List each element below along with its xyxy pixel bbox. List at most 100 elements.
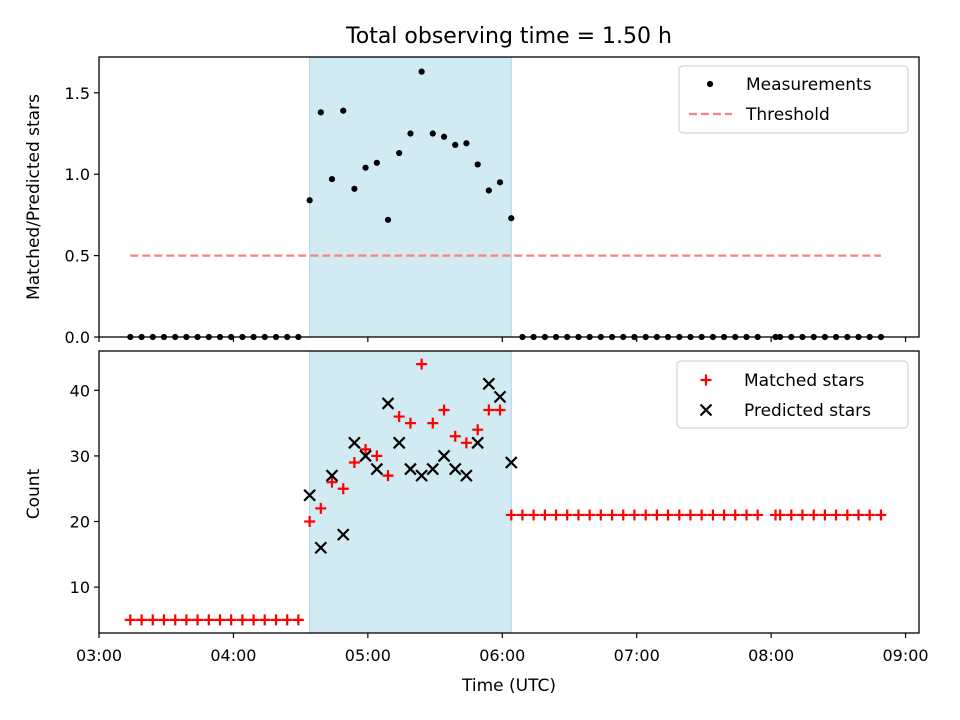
measurement-point (373, 159, 380, 166)
panel2-ytick-label: 40 (70, 381, 90, 400)
matched-star-point (774, 509, 786, 521)
matched-star-point (718, 509, 730, 521)
panel1-ytick-label: 0.0 (65, 328, 90, 347)
panel2-ytick-label: 20 (70, 513, 90, 532)
matched-star-point (449, 430, 461, 442)
matched-star-point (628, 509, 640, 521)
matched-star-point (337, 483, 349, 495)
predicted-star-point (381, 397, 395, 410)
matched-star-point (259, 614, 271, 626)
predicted-star-point (482, 377, 496, 391)
matched-star-point (248, 614, 260, 626)
matched-star-point (416, 358, 428, 370)
matched-star-point (236, 614, 248, 626)
matched-star-point (136, 614, 148, 626)
matched-star-point (841, 509, 853, 521)
matched-star-point (729, 509, 741, 521)
matched-star-point (315, 502, 327, 514)
panel1-frame (98, 56, 920, 338)
predicted-star-point (404, 462, 417, 476)
measurement-point (362, 164, 369, 171)
matched-star-point (539, 509, 551, 521)
predicted-star-point (348, 436, 361, 450)
matched-star-point (326, 476, 338, 488)
panel2-ylabel: Count (24, 468, 44, 519)
measurement-point (340, 107, 347, 114)
matched-star-point (853, 509, 865, 521)
panel2-observing-window (309, 350, 512, 634)
matched-star-point (203, 614, 215, 626)
matched-star-point (180, 614, 192, 626)
matched-star-point (292, 614, 304, 626)
matched-star-point (606, 509, 618, 521)
measurement-point (418, 68, 425, 75)
matched-star-point (147, 614, 159, 626)
legend-threshold-label: Threshold (745, 105, 830, 125)
matched-star-point (516, 509, 528, 521)
measurement-point (317, 109, 324, 116)
matched-star-point (371, 450, 383, 462)
panel2-ytick-label: 30 (70, 447, 90, 466)
panel2-frame (98, 350, 920, 634)
matched-star-point (741, 509, 753, 521)
matched-star-point (483, 404, 495, 416)
matched-star-point (225, 614, 237, 626)
matched-star-point (494, 404, 506, 416)
measurement-point (429, 130, 436, 137)
matched-star-point (281, 614, 293, 626)
matched-star-point (808, 509, 820, 521)
xtick-label: 08:00 (748, 646, 794, 665)
matched-star-point (572, 509, 584, 521)
matched-star-point (640, 509, 652, 521)
predicted-star-point (505, 456, 518, 469)
panel1-ytick-label: 0.5 (65, 247, 90, 266)
matched-star-point (796, 509, 808, 521)
predicted-star-point (336, 528, 350, 541)
measurement-point (407, 130, 414, 137)
matched-star-point (673, 509, 685, 521)
predicted-star-point (460, 469, 473, 482)
legend-measurements-marker (706, 80, 714, 88)
predicted-star-point (370, 462, 384, 476)
matched-star-point (460, 437, 472, 449)
matched-star-point (651, 509, 663, 521)
predicted-star-point (303, 489, 316, 502)
predicted-star-point (437, 449, 451, 463)
matched-star-point (427, 417, 439, 429)
measurement-point (440, 133, 448, 140)
panel1-ylabel: Matched/Predicted stars (24, 94, 44, 300)
matched-star-point (819, 509, 831, 521)
measurement-point (351, 185, 358, 192)
matched-star-point (169, 614, 181, 626)
matched-star-point (830, 509, 842, 521)
legend-measurements-label: Measurements (746, 75, 872, 95)
matched-star-point (528, 509, 540, 521)
legend-predicted-marker (699, 403, 713, 417)
measurement-point (463, 140, 470, 147)
matched-star-point (696, 509, 708, 521)
matched-star-point (438, 404, 450, 416)
predicted-star-point (448, 462, 462, 476)
matched-star-point (124, 614, 136, 626)
predicted-star-point (392, 436, 406, 450)
matched-star-point (617, 509, 629, 521)
measurement-point (452, 141, 459, 149)
measurement-point (328, 175, 336, 183)
predicted-star-point (415, 469, 428, 482)
predicted-star-point (471, 436, 484, 450)
predicted-star-point (359, 449, 372, 463)
matched-star-point (707, 509, 719, 521)
panel1-observing-window (309, 56, 512, 338)
xtick-label: 06:00 (479, 646, 525, 665)
matched-star-point (158, 614, 170, 626)
matched-star-point (561, 509, 573, 521)
matched-star-point (270, 614, 282, 626)
measurement-point (384, 216, 392, 223)
matched-star-point (505, 509, 517, 521)
matched-star-point (404, 417, 416, 429)
matched-star-point (360, 443, 372, 455)
predicted-star-point (314, 541, 328, 555)
legend-ratio (678, 65, 909, 134)
panel1-ytick-label: 1.0 (65, 165, 90, 184)
measurement-point (396, 149, 403, 157)
